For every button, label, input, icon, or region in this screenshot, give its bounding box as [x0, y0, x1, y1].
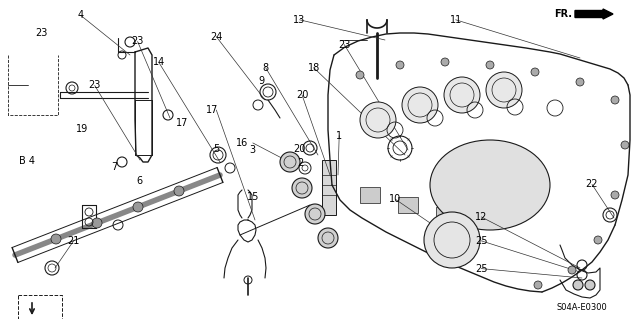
Bar [360, 187, 380, 203]
Text: B 4: B 4 [19, 156, 35, 166]
Text: 2: 2 [298, 158, 304, 168]
Circle shape [396, 61, 404, 69]
Circle shape [356, 71, 364, 79]
Text: 5: 5 [213, 144, 220, 154]
Bar [398, 197, 418, 213]
Text: 23: 23 [131, 36, 144, 47]
Text: 25: 25 [475, 236, 488, 246]
Bar [474, 212, 494, 228]
Text: 4: 4 [77, 10, 84, 20]
Circle shape [133, 202, 143, 212]
Circle shape [280, 152, 300, 172]
Text: 18: 18 [307, 63, 320, 73]
Circle shape [486, 61, 494, 69]
Text: 16: 16 [236, 138, 248, 148]
Ellipse shape [430, 140, 550, 230]
Text: 23: 23 [88, 80, 101, 91]
Circle shape [318, 228, 338, 248]
Bar [436, 207, 456, 223]
Circle shape [573, 280, 583, 290]
Text: 3: 3 [250, 145, 256, 155]
Circle shape [568, 266, 576, 274]
Text: 6: 6 [136, 176, 143, 186]
Text: 21: 21 [67, 236, 80, 246]
Circle shape [174, 186, 184, 196]
Circle shape [611, 191, 619, 199]
Text: S04A-E0300: S04A-E0300 [557, 302, 607, 311]
Text: 17: 17 [206, 105, 219, 115]
Text: 23: 23 [35, 28, 48, 39]
Circle shape [92, 218, 102, 228]
Circle shape [585, 280, 595, 290]
Circle shape [292, 178, 312, 198]
Text: 17: 17 [176, 118, 189, 128]
Circle shape [486, 72, 522, 108]
Circle shape [534, 281, 542, 289]
Text: 8: 8 [262, 63, 269, 73]
Circle shape [621, 141, 629, 149]
FancyArrow shape [575, 9, 613, 19]
Circle shape [51, 234, 61, 244]
Text: 24: 24 [210, 32, 223, 42]
Circle shape [594, 236, 602, 244]
Circle shape [360, 102, 396, 138]
Text: 1: 1 [336, 130, 342, 141]
Text: 12: 12 [475, 212, 488, 222]
Text: 7: 7 [111, 162, 117, 173]
Text: 25: 25 [475, 263, 488, 274]
Text: 22: 22 [586, 179, 598, 189]
Text: 11: 11 [449, 15, 462, 25]
Text: 10: 10 [389, 194, 402, 204]
Text: 9: 9 [258, 76, 264, 86]
Circle shape [424, 212, 480, 268]
Text: 13: 13 [293, 15, 306, 25]
Circle shape [576, 78, 584, 86]
Text: 23: 23 [338, 40, 351, 50]
Text: FR.: FR. [554, 9, 572, 19]
Bar [322, 160, 336, 215]
Circle shape [441, 58, 449, 66]
Text: 15: 15 [246, 192, 259, 202]
Text: 20: 20 [293, 144, 306, 154]
Circle shape [611, 96, 619, 104]
Circle shape [402, 87, 438, 123]
Circle shape [305, 204, 325, 224]
Text: 14: 14 [152, 57, 165, 67]
Circle shape [531, 68, 539, 76]
Text: 19: 19 [76, 124, 88, 134]
Circle shape [444, 77, 480, 113]
Text: 20: 20 [296, 90, 308, 100]
